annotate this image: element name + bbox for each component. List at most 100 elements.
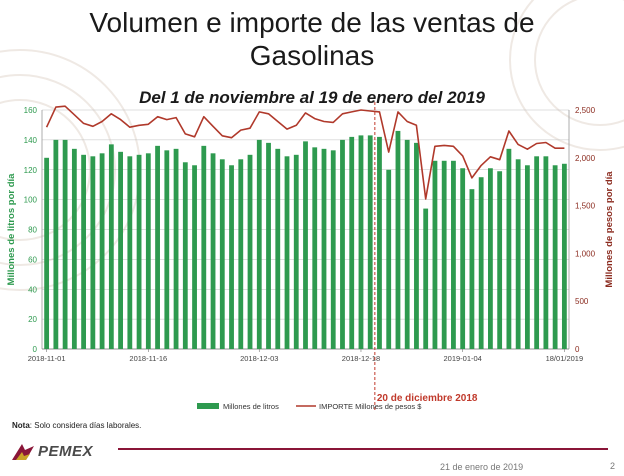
footer-date: 21 de enero de 2019 <box>440 462 524 472</box>
bar-litros <box>377 136 382 349</box>
pemex-logo-text: PEMEX <box>38 443 94 460</box>
footnote: Nota: Solo considera días laborales. <box>12 421 141 430</box>
legend-label-litros: Millones de litros <box>223 402 279 411</box>
bar-litros <box>552 165 558 349</box>
bar-litros <box>155 145 160 349</box>
bar-litros <box>284 156 290 349</box>
bar-litros <box>173 148 179 349</box>
bar-litros <box>201 145 207 349</box>
bar-litros <box>414 142 419 349</box>
right-tick-label: 0 <box>575 345 580 354</box>
left-tick-label: 60 <box>28 255 37 264</box>
bar-litros <box>303 141 308 349</box>
bar-litros <box>432 160 438 349</box>
bar-litros <box>108 144 114 349</box>
bar-litros <box>451 160 456 349</box>
bar-litros <box>488 168 493 349</box>
bar-litros <box>81 154 87 349</box>
bar-litros <box>90 156 96 349</box>
legend-swatch-litros <box>197 403 219 409</box>
bar-litros <box>118 151 123 349</box>
slide-title-line-1: Volumen e importe de las ventas de <box>89 7 535 38</box>
chart-title: Del 1 de noviembre al 19 de enero del 20… <box>139 88 485 107</box>
bar-litros <box>127 156 133 349</box>
bar-litros <box>182 162 188 349</box>
x-tick-label: 2018-11-01 <box>28 354 66 363</box>
left-tick-label: 40 <box>28 285 37 294</box>
bar-litros <box>53 139 59 349</box>
right-axis-title: Millones de pesos por día <box>604 171 615 288</box>
bar-litros <box>312 147 318 349</box>
bar-litros <box>524 165 530 349</box>
x-tick-label: 2018-12-03 <box>240 354 278 363</box>
left-axis-title: Millones de litros por día <box>6 173 17 286</box>
bar-litros <box>349 136 355 349</box>
x-tick-label: 18/01/2019 <box>546 354 584 363</box>
slide-title: Volumen e importe de las ventas de Gasol… <box>40 6 584 72</box>
bar-litros <box>478 177 484 349</box>
combo-chart: 0 20 40 60 80 100 120 140 160 0 500 1,000 1,500 2,000… <box>6 102 615 412</box>
footnote-text: : Solo considera días laborales. <box>29 421 142 430</box>
bar-litros <box>266 142 271 349</box>
annotation-label: 20 de diciembre 2018 <box>377 393 478 404</box>
right-tick-label: 2,500 <box>575 106 596 115</box>
bar-litros <box>460 168 466 349</box>
bar-litros <box>219 159 225 349</box>
left-tick-label: 100 <box>24 196 38 205</box>
bar-litros <box>136 154 142 349</box>
bar-litros <box>229 165 234 349</box>
bar-litros <box>164 150 170 349</box>
footnote-label: Nota <box>12 421 30 430</box>
left-tick-label: 120 <box>24 166 38 175</box>
pemex-logo: PEMEX <box>10 440 120 466</box>
bar-litros <box>330 150 336 349</box>
bar-litros <box>515 159 521 349</box>
line-importe <box>45 105 565 200</box>
bar-litros <box>71 148 77 349</box>
bar-litros <box>62 139 68 349</box>
bar-litros <box>497 171 503 349</box>
bar-litros <box>321 148 327 349</box>
bar-litros <box>506 148 512 349</box>
bar-litros <box>395 130 401 349</box>
bar-litros <box>44 157 50 349</box>
bar-litros <box>358 135 364 349</box>
x-tick-label: 2018-11-16 <box>129 354 167 363</box>
right-tick-label: 1,000 <box>575 249 596 258</box>
bar-litros <box>238 159 244 349</box>
legend-label-importe: IMPORTE Millones de pesos $ <box>319 402 422 411</box>
bar-litros <box>404 139 410 349</box>
bar-litros <box>192 165 197 349</box>
bar-litros <box>247 154 253 349</box>
bar-litros <box>293 154 299 349</box>
left-tick-label: 140 <box>24 136 38 145</box>
bar-litros <box>210 153 216 349</box>
bar-litros <box>386 169 392 349</box>
right-tick-label: 2,000 <box>575 154 596 163</box>
bar-litros <box>441 160 447 349</box>
bar-litros <box>469 189 475 349</box>
bar-litros <box>367 135 373 349</box>
bar-litros <box>99 153 105 349</box>
left-tick-label: 80 <box>28 226 37 235</box>
x-tick-label: 2018-12-18 <box>342 354 380 363</box>
bar-litros <box>145 153 151 349</box>
bar-litros <box>340 139 345 349</box>
bar-litros <box>543 156 549 349</box>
pemex-eagle-icon <box>12 444 34 460</box>
footer-rule <box>118 448 608 450</box>
bar-litros <box>534 156 540 349</box>
right-tick-label: 1,500 <box>575 202 596 211</box>
bar-litros <box>256 139 262 349</box>
right-tick-label: 500 <box>575 297 589 306</box>
left-tick-label: 160 <box>24 106 38 115</box>
slide-title-line-2: Gasolinas <box>249 40 375 71</box>
left-tick-label: 20 <box>28 315 37 324</box>
bar-litros <box>423 208 429 349</box>
left-tick-label: 0 <box>33 345 38 354</box>
bar-litros <box>275 148 281 349</box>
page-number: 2 <box>610 461 616 471</box>
bar-litros <box>561 163 567 349</box>
x-tick-label: 2019-01-04 <box>443 354 481 363</box>
